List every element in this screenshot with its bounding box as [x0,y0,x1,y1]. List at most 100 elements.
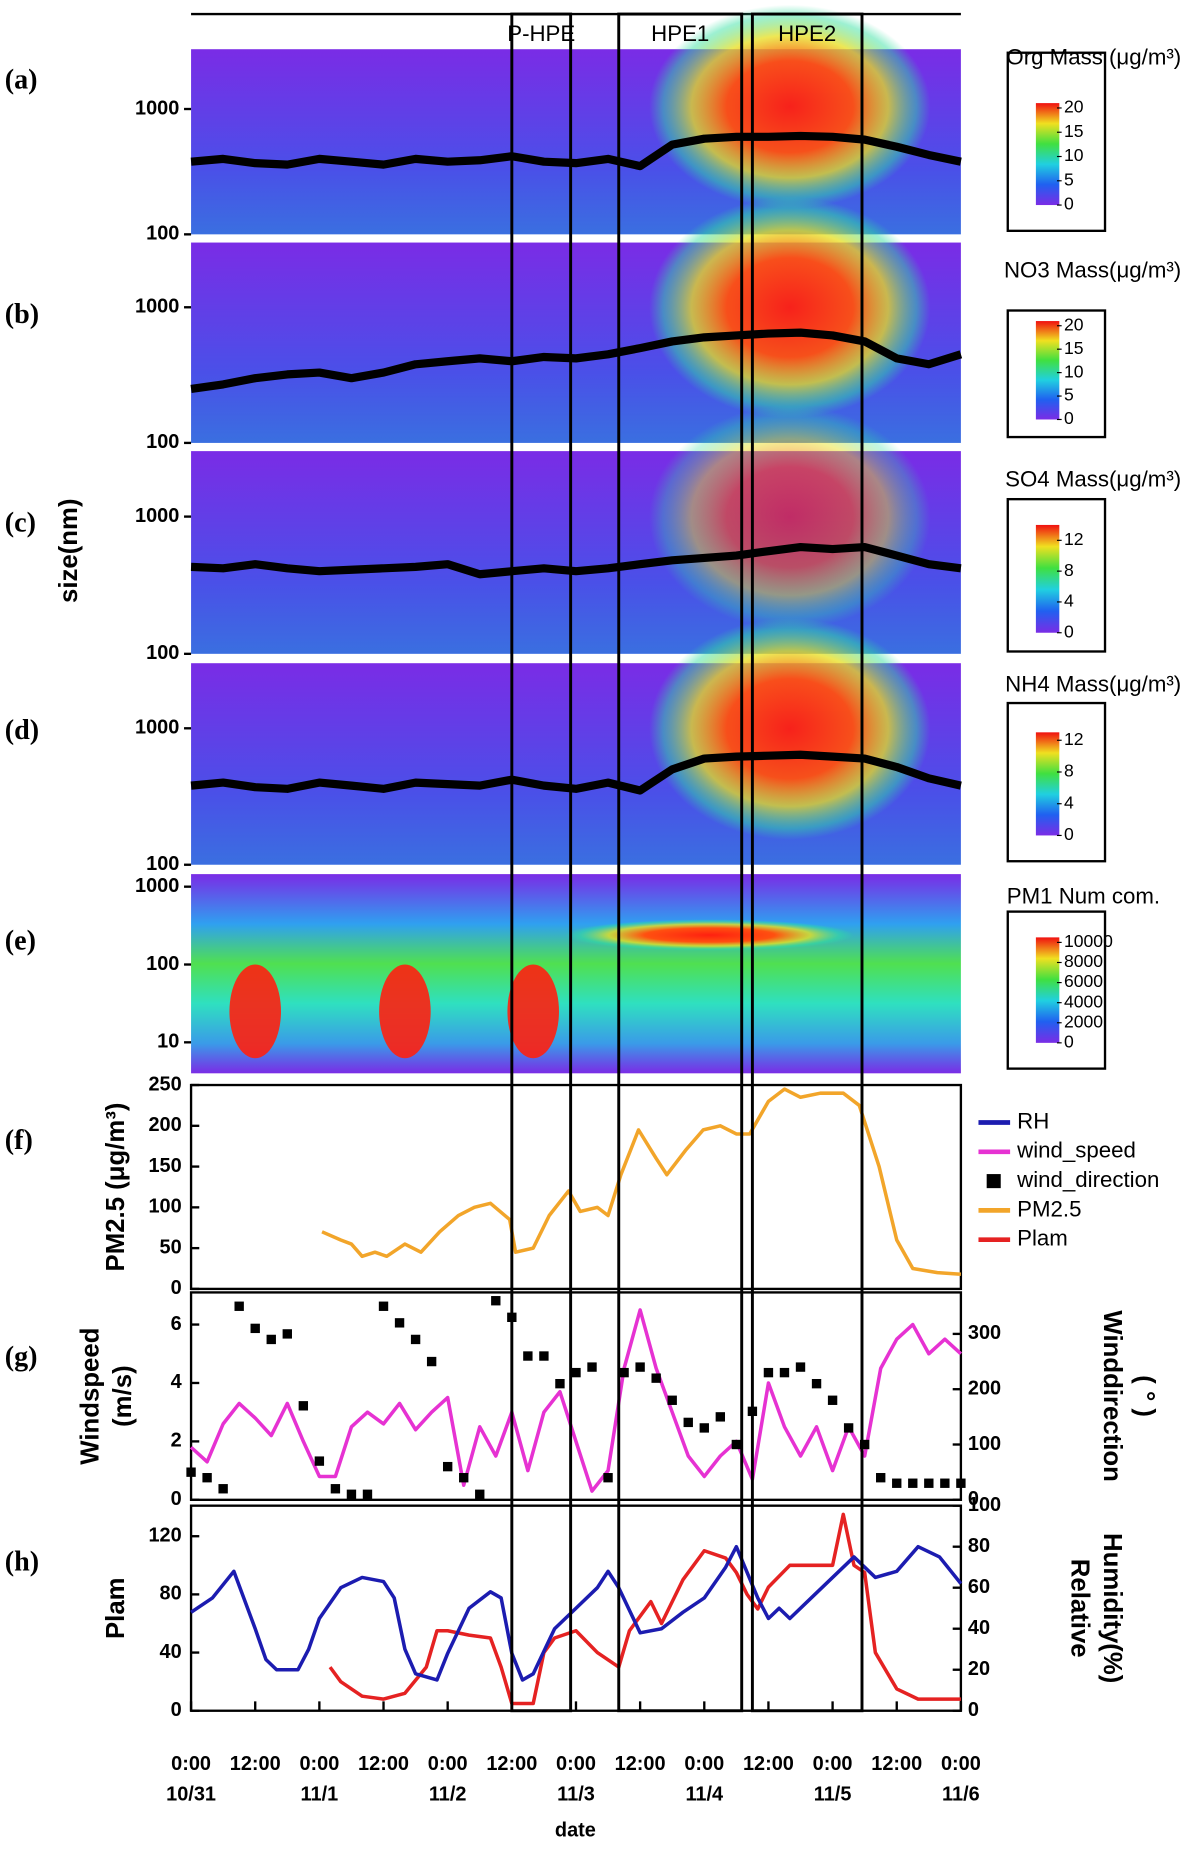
x-tick-label: 12:00 [615,1753,666,1775]
colorbar [1035,524,1060,633]
x-tick-label: 0:00 [428,1753,468,1775]
scatter-point [234,1301,244,1311]
scatter-point [346,1489,357,1499]
y-tick-label: 200 [148,1114,181,1136]
series-line [190,131,962,171]
colorbar [1035,937,1060,1043]
x-tick-label: 0:00 [813,1753,853,1775]
y-tick-label: 0 [171,1488,182,1510]
x-tick-label: 0:00 [171,1753,211,1775]
scatter-point [362,1489,373,1499]
y2-tick-label: 300 [968,1322,1001,1344]
colorbar-tick-label: 0 [1064,408,1074,428]
x-tick-label: 12:00 [358,1753,409,1775]
heatmap-texture [507,964,559,1059]
series-line [190,750,962,795]
scatter-point [298,1401,309,1411]
y2-tick-label: 100 [968,1433,1001,1455]
plot-frame [189,1291,963,1501]
colorbar-tick-label: 0 [1064,194,1074,214]
y-tick-label: 4 [171,1371,182,1393]
y-tick-label: 50 [160,1236,182,1258]
scatter-point [795,1362,806,1372]
legend-label: RH [1017,1108,1049,1133]
legend-label: PM2.5 [1017,1196,1081,1221]
event-label: HPE1 [651,21,709,46]
scatter-point [699,1423,709,1433]
panel-title: PM1 Num com. [1007,883,1160,908]
y-tick-label: 0 [171,1699,182,1721]
heatmap-texture [649,4,931,209]
y-tick-label: 100 [146,953,179,975]
scatter-point [282,1329,292,1339]
panel-title: Org Mass (μg/m³) [1006,44,1181,69]
colorbar-tick-label: 15 [1064,121,1084,141]
x-tick-label: 0:00 [299,1753,339,1775]
colorbar-tick-label: 0 [1064,1031,1074,1051]
y-tick-label: 1000 [135,717,179,739]
x-date-label: 11/1 [301,1783,339,1805]
y-tick-label: 1000 [135,97,179,119]
y-axis-label: PM2.5 (μg/m³) [102,1103,130,1272]
colorbar-tick-label: 8 [1064,761,1074,781]
scatter-point [491,1296,501,1306]
y2-tick-label: 20 [968,1658,990,1680]
scatter-point [603,1473,613,1483]
y2-tick-label: 100 [968,1494,1001,1516]
scatter-point [940,1478,950,1488]
scatter-point [715,1412,726,1422]
y-tick-label: 1000 [135,875,179,897]
y-tick-label: 100 [146,223,179,245]
colorbar-box [1006,701,1107,863]
x-tick-label: 12:00 [486,1753,537,1775]
colorbar-tick-label: 8000 [1064,951,1103,971]
panel-label: (h) [5,1547,39,1578]
scatter-point [571,1367,581,1378]
series-line [190,542,962,579]
colorbar-tick-label: 12 [1064,529,1084,549]
heatmap-texture [379,964,431,1059]
scatter-point [908,1478,918,1488]
x-date-label: 10/31 [166,1783,216,1805]
y-tick-label: 100 [148,1196,181,1218]
scatter-point [683,1417,693,1428]
y2-tick-label: 0 [968,1488,979,1510]
scatter-point [859,1439,870,1450]
scatter-point [330,1484,341,1494]
x-date-label: 11/2 [429,1783,467,1805]
scatter-point [250,1323,260,1334]
heatmap-texture [649,405,931,629]
scatter-point [314,1456,325,1466]
y-tick-label: 0 [171,1277,182,1299]
colorbar-tick-label: 2000 [1064,1011,1103,1031]
scatter-point [186,1467,196,1477]
y-tick-label: 250 [148,1073,181,1095]
x-tick-label: 0:00 [684,1753,724,1775]
colorbar-box [1006,309,1107,439]
x-date-label: 11/6 [942,1783,980,1805]
scatter-point [811,1378,822,1389]
scatter-point [539,1351,549,1361]
y2-axis-label: ( ° ) [1131,1375,1159,1417]
y-tick-label: 10 [157,1031,179,1053]
y-tick-label: 100 [146,431,179,453]
x-date-label: 11/4 [685,1783,723,1805]
y2-axis-label: Relative [1065,1559,1093,1658]
event-box [617,12,744,1713]
y2-axis-label: Humidity(%) [1098,1533,1126,1683]
scatter-point [635,1362,645,1372]
y2-tick-label: 60 [968,1576,990,1598]
colorbar-tick-label: 4000 [1064,991,1103,1011]
y2-tick-label: 200 [968,1377,1001,1399]
colorbar-tick-label: 4 [1064,792,1074,812]
size-axis-label: size(nm) [55,498,83,603]
heatmap-texture [191,874,961,1074]
y-tick-label: 6 [171,1313,182,1335]
y-tick-label: 40 [160,1641,182,1663]
panel-label: (g) [5,1342,38,1373]
colorbar-tick-label: 6000 [1064,971,1103,991]
series-line [189,1308,963,1493]
legend-label: Plam [1017,1226,1068,1251]
panel-label: (c) [5,507,36,538]
scatter-point [876,1473,886,1483]
